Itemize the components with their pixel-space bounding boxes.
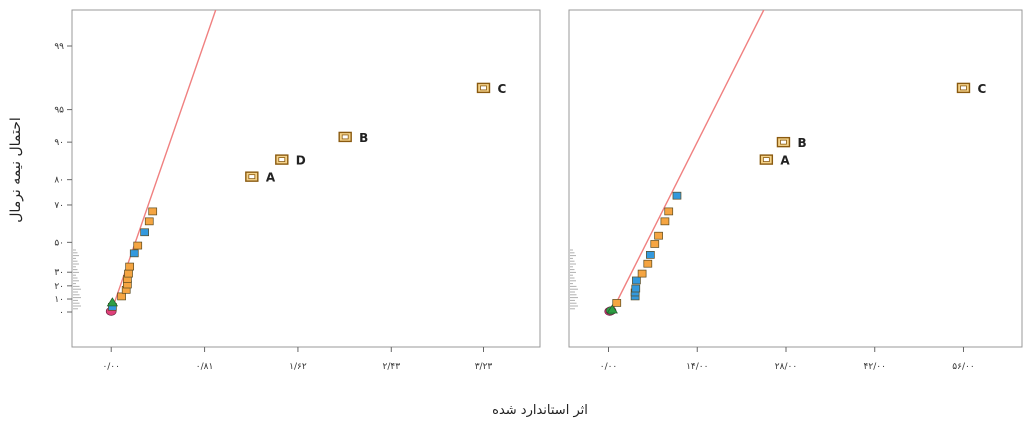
y-tick-label: ۱۰ — [54, 295, 64, 305]
y-tick-label: ۳۰ — [54, 268, 64, 278]
x-tick-label: ۰/۰۰ — [600, 362, 618, 372]
effect-point — [631, 284, 641, 293]
effect-point — [637, 269, 647, 278]
y-tick-label: ۵۰ — [54, 238, 64, 248]
x-tick-label: ۲/۴۳ — [383, 362, 401, 372]
effect-label-d: D — [296, 154, 306, 168]
effect-point-triangle — [606, 304, 618, 314]
effect-point — [140, 228, 149, 237]
x-tick-label: ۱۴/۰۰ — [686, 362, 708, 372]
fit-line — [611, 10, 765, 313]
y-tick-label: ۰ — [59, 308, 64, 318]
effect-point — [612, 299, 622, 307]
effect-point — [148, 207, 158, 216]
x-tick-label: ۰/۸۱ — [196, 362, 214, 372]
x-axis-title: اثر استاندارد شده — [492, 403, 588, 418]
x-tick-label: ۱/۶۲ — [289, 362, 307, 372]
effect-point-inner — [780, 139, 787, 145]
effect-point — [124, 269, 133, 278]
effect-point-triangle — [106, 297, 119, 307]
effect-point — [645, 251, 655, 259]
effect-point — [144, 217, 154, 226]
y-tick-label: ۷۰ — [54, 201, 64, 211]
effect-point — [125, 262, 135, 271]
effect-point — [632, 276, 641, 285]
effect-label-c: C — [977, 82, 986, 96]
effect-point-inner — [248, 174, 256, 180]
effect-point — [672, 191, 682, 200]
y-tick-label: ۲۰ — [54, 282, 64, 292]
x-tick-label: ۳/۲۳ — [475, 362, 493, 372]
effect-label-b: B — [359, 131, 368, 145]
effect-point-inner — [480, 85, 487, 91]
effect-point — [133, 241, 143, 250]
effect-label-c: C — [497, 82, 506, 96]
effect-point-inner — [960, 85, 967, 91]
plot-frame-left — [71, 9, 541, 348]
chart-panel-right: ۰/۰۰ ۱۴/۰۰ ۲۸/۰۰ ۴۲/۰۰ ۵۶/۰۰ AB C — [600, 10, 986, 372]
effect-label-b: B — [797, 136, 806, 150]
y-tick-label: ۸۰ — [54, 176, 64, 186]
effect-label-a: A — [780, 154, 790, 168]
y-axis-title: احتمال نیمه نرمال — [8, 117, 24, 222]
y-tick-label: ۹۰ — [54, 138, 64, 148]
effect-point — [117, 292, 126, 301]
effect-point — [129, 249, 139, 258]
x-tick-label: ۵۶/۰۰ — [952, 362, 974, 372]
y-rug-marks-left — [73, 249, 81, 310]
effect-point-inner — [278, 157, 286, 162]
x-tick-label: ۲۸/۰۰ — [775, 362, 797, 372]
effect-point-inner — [341, 134, 349, 140]
y-tick-label: ۹۹ — [54, 42, 64, 52]
y-tick-label: ۹۵ — [54, 106, 64, 116]
effect-point-inner — [762, 157, 770, 162]
plot-frame-right — [568, 9, 1023, 348]
effect-point — [650, 240, 660, 248]
y-rug-marks-right — [570, 249, 578, 310]
effect-point — [664, 207, 674, 216]
chart-panel-left: ۰ ۱۰ ۲۰ ۳۰ ۵۰ ۷۰ ۸۰ ۹۰ ۹۵ ۹۹ ۰/۰۰ ۰/۸۱ ۱/۶۲ ۲/۴۳ ۳/۲۳ A… — [54, 10, 506, 372]
effect-point — [643, 259, 653, 268]
effect-point — [660, 217, 670, 226]
effect-label-a: A — [266, 171, 276, 185]
x-tick-label: ۰/۰۰ — [102, 362, 120, 372]
x-tick-label: ۴۲/۰۰ — [864, 362, 886, 372]
effect-point — [654, 231, 663, 240]
